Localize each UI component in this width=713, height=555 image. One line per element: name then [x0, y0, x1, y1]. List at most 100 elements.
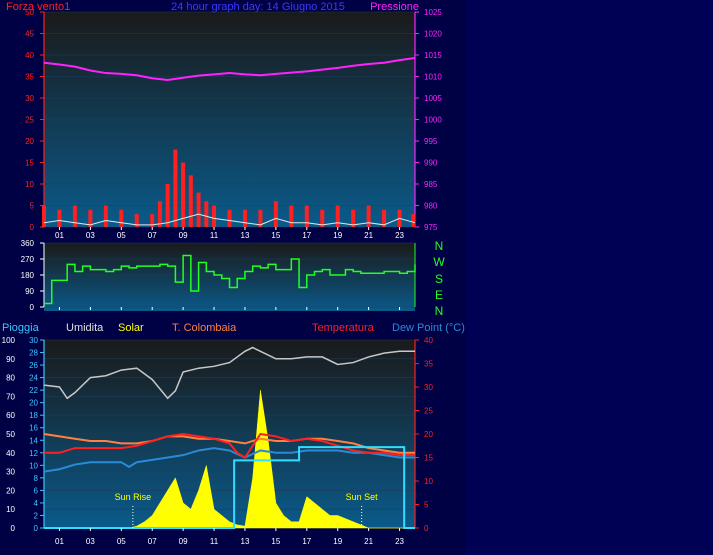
rain-tick-label: 90	[6, 355, 15, 364]
y-tick-label: 10	[25, 180, 34, 189]
y2-tick-label: 1015	[424, 51, 442, 60]
wind-direction-line	[44, 254, 416, 305]
wind-bar	[134, 214, 139, 227]
rain-tick-label: 0	[11, 524, 16, 533]
wind-bar	[173, 149, 178, 227]
temp-tick-label: 20	[424, 430, 433, 439]
solar-tick-label: 16	[29, 424, 38, 433]
rain-tick-label: 100	[2, 336, 16, 345]
x-tick-label: 17	[302, 231, 311, 240]
temp-tick-label: 25	[424, 407, 433, 416]
gust-line	[43, 213, 416, 226]
temperature-legend-label: Temperatura	[312, 322, 375, 334]
x-tick-label: 17	[302, 537, 311, 546]
temp-tick-label: 30	[424, 383, 433, 392]
wind-bar	[320, 209, 325, 227]
wind-bar	[42, 205, 46, 227]
wind-bar	[157, 201, 162, 227]
solar-tick-label: 2	[34, 511, 39, 520]
y2-tick-label: 1020	[424, 30, 442, 39]
colombaia-legend-label: T. Colombaia	[172, 322, 237, 334]
temp-tick-label: 0	[424, 524, 429, 533]
compass-letter: W	[433, 255, 445, 269]
y2-tick-label: 995	[424, 137, 438, 146]
sunrise-label: Sun Rise	[115, 492, 152, 502]
y-tick-label: 50	[25, 8, 34, 17]
solar-tick-label: 24	[29, 374, 38, 383]
x-tick-label: 05	[117, 231, 126, 240]
wind-bar	[242, 209, 247, 227]
wind-bar	[150, 214, 155, 227]
y-tick-label: 30	[25, 94, 34, 103]
y-tick-label: 0	[30, 223, 35, 232]
wind-bar	[188, 175, 193, 227]
y2-tick-label: 980	[424, 202, 438, 211]
y-tick-label: 25	[25, 116, 34, 125]
wind-bar	[88, 209, 93, 227]
y-tick-label: 40	[25, 51, 34, 60]
wind-bar	[57, 209, 62, 227]
solar-tick-label: 28	[29, 349, 38, 358]
x-tick-label: 13	[241, 537, 250, 546]
compass-letter: E	[435, 288, 443, 302]
wind-bar	[227, 209, 232, 227]
rain-tick-label: 80	[6, 374, 15, 383]
rain-tick-label: 40	[6, 449, 15, 458]
wind-bar	[103, 205, 108, 227]
y2-tick-label: 990	[424, 159, 438, 168]
wind-bar	[181, 162, 186, 227]
y2-tick-label: 1025	[424, 8, 442, 17]
compass-letter: N	[435, 239, 444, 253]
compass-letter: N	[435, 304, 444, 318]
wind-bar	[258, 209, 263, 227]
solar-tick-label: 14	[29, 436, 38, 445]
right-margin	[466, 0, 713, 555]
rain-tick-label: 50	[6, 430, 15, 439]
wind-bar	[204, 201, 209, 227]
temperature-line	[44, 432, 415, 459]
direction-plot-area	[44, 243, 415, 311]
wind-bar	[335, 205, 340, 227]
colombaia-line	[43, 433, 415, 454]
wind-bar	[119, 209, 124, 227]
x-tick-label: 11	[210, 537, 219, 546]
y-tick-label: 0	[30, 303, 35, 312]
compass-letter: S	[435, 272, 443, 286]
temp-tick-label: 10	[424, 477, 433, 486]
x-tick-label: 09	[179, 537, 188, 546]
solar-tick-label: 6	[34, 486, 39, 495]
x-tick-label: 01	[55, 231, 64, 240]
y-tick-label: 5	[30, 202, 35, 211]
solar-tick-label: 26	[29, 361, 38, 370]
y-tick-label: 270	[21, 255, 35, 264]
solar-tick-label: 22	[29, 386, 38, 395]
chart-title: 24 hour graph day: 14 Giugno 2015	[171, 1, 345, 13]
x-tick-label: 21	[364, 231, 373, 240]
wind-bar	[351, 209, 356, 227]
x-tick-label: 03	[86, 231, 95, 240]
x-tick-label: 09	[179, 231, 188, 240]
solar-tick-label: 0	[34, 524, 39, 533]
wind-bar	[165, 184, 170, 227]
wind-bar	[273, 201, 278, 227]
pressure-line	[43, 57, 416, 81]
solar-tick-label: 12	[29, 449, 38, 458]
y-tick-label: 360	[21, 239, 35, 248]
rain-tick-label: 60	[6, 411, 15, 420]
temp-tick-label: 35	[424, 360, 433, 369]
x-tick-label: 07	[148, 231, 157, 240]
wind-bar	[382, 209, 387, 227]
x-tick-label: 23	[395, 537, 404, 546]
temp-tick-label: 15	[424, 454, 433, 463]
x-tick-label: 23	[395, 231, 404, 240]
chart-marks: 0510152025303540455097598098599099510001…	[2, 8, 443, 546]
y-tick-label: 15	[25, 159, 34, 168]
wind-bar	[411, 214, 416, 227]
wind-axis-label: Forza vento1	[6, 1, 70, 13]
compass-labels: N W S E N	[433, 239, 445, 318]
y-tick-label: 20	[25, 137, 34, 146]
rain-tick-label: 10	[6, 505, 15, 514]
wind-bar	[366, 205, 371, 227]
rain-tick-label: 20	[6, 486, 15, 495]
temp-tick-label: 40	[424, 336, 433, 345]
